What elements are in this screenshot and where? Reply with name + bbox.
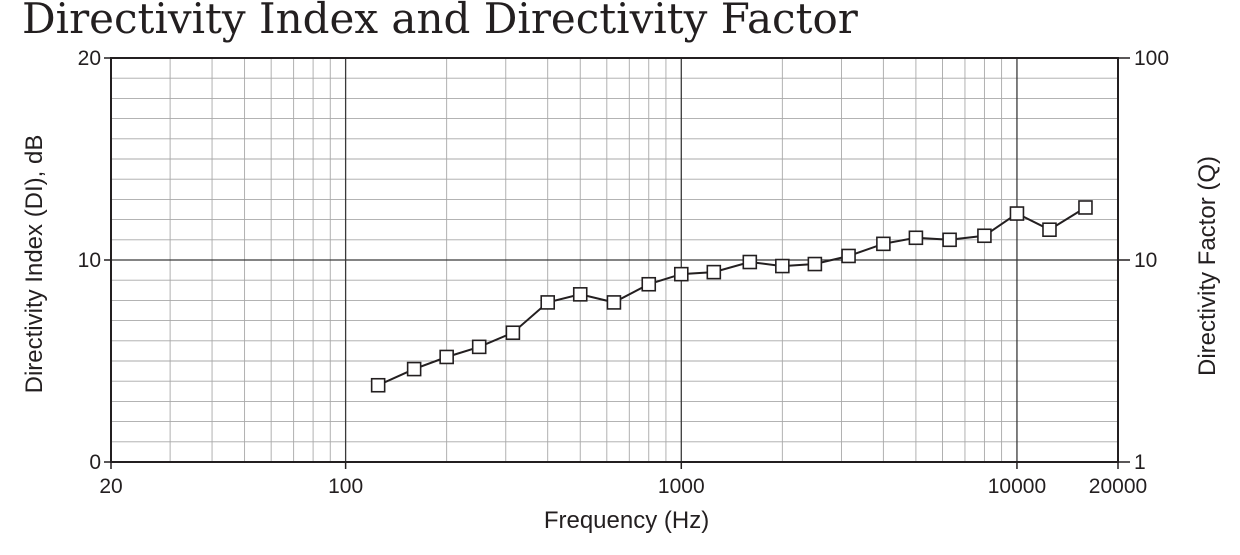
chart-title: Directivity Index and Directivity Factor bbox=[22, 0, 858, 43]
data-point-marker bbox=[742, 254, 758, 270]
data-point-marker bbox=[471, 339, 487, 355]
y-tick-label: 10 bbox=[78, 249, 101, 272]
data-point-marker bbox=[406, 361, 422, 377]
data-point-marker bbox=[807, 256, 823, 272]
data-point-marker bbox=[505, 325, 521, 341]
data-point-marker bbox=[439, 349, 454, 365]
data-point-marker bbox=[908, 230, 924, 246]
major-grid bbox=[111, 58, 1118, 462]
data-point-marker bbox=[370, 377, 386, 393]
data-point-marker bbox=[977, 228, 992, 244]
data-point-marker bbox=[1009, 206, 1025, 221]
series-line bbox=[377, 206, 1087, 387]
y2-axis-label: Directivity Factor (Q) bbox=[1194, 156, 1221, 376]
x-tick-label: 20 bbox=[99, 475, 122, 498]
data-point-marker bbox=[841, 248, 856, 264]
data-point-marker bbox=[706, 264, 722, 280]
data-series bbox=[370, 200, 1093, 393]
y2-tick-label: 100 bbox=[1134, 47, 1169, 70]
x-tick-label: 1000 bbox=[658, 475, 705, 498]
data-point-marker bbox=[572, 287, 588, 302]
data-point-marker bbox=[1042, 222, 1057, 237]
data-point-marker bbox=[942, 232, 957, 248]
y2-tick-label: 1 bbox=[1134, 451, 1146, 474]
data-point-marker bbox=[673, 266, 689, 282]
y-tick-label: 20 bbox=[78, 47, 101, 70]
y2-tick-label: 10 bbox=[1134, 249, 1157, 272]
data-point-marker bbox=[540, 295, 556, 310]
data-point-marker bbox=[775, 258, 790, 274]
data-point-marker bbox=[606, 295, 622, 310]
tick-labels: 20 100 1000 10000 20000 0 10 20 1 10 100 bbox=[78, 47, 1169, 498]
data-point-marker bbox=[1078, 200, 1093, 215]
x-axis-label: Frequency (Hz) bbox=[544, 507, 709, 534]
y-tick-label: 0 bbox=[89, 451, 101, 474]
data-point-marker bbox=[641, 276, 657, 292]
x-tick-label: 10000 bbox=[988, 475, 1046, 498]
x-tick-label: 100 bbox=[328, 475, 363, 498]
data-point-marker bbox=[876, 236, 891, 252]
x-tick-label: 20000 bbox=[1089, 475, 1147, 498]
y-axis-label: Directivity Index (DI), dB bbox=[21, 135, 48, 394]
